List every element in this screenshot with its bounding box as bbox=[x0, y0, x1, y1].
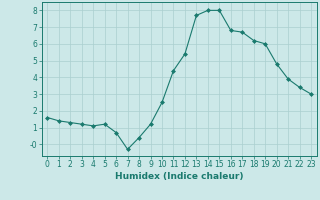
X-axis label: Humidex (Indice chaleur): Humidex (Indice chaleur) bbox=[115, 172, 244, 181]
